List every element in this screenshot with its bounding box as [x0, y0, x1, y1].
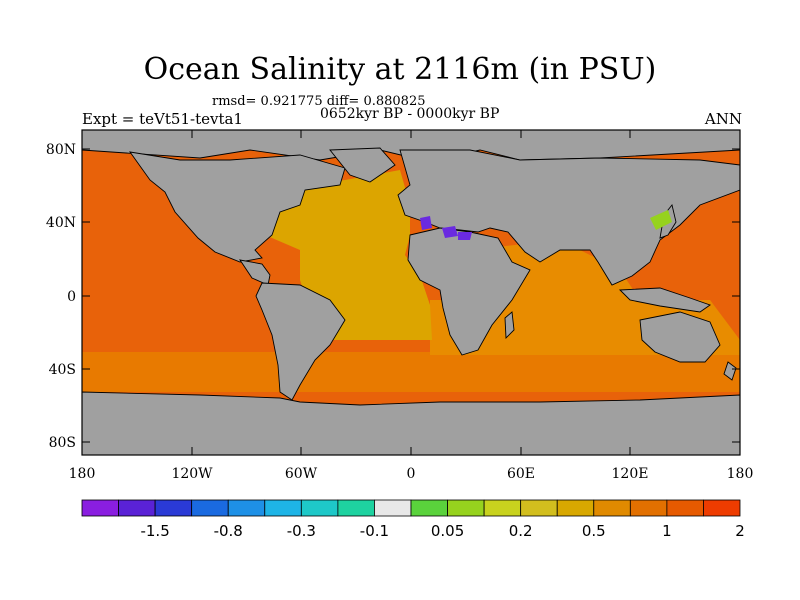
- map-area: [82, 130, 740, 455]
- colorbar-box: [227, 499, 266, 517]
- colorbar-box: [520, 499, 558, 517]
- se-asia-islands: [618, 287, 711, 313]
- colorbar-box: [703, 499, 741, 517]
- colorbar-box: [629, 499, 668, 517]
- colorbar-label: 2: [735, 522, 745, 540]
- colorbar-label: 0.5: [582, 522, 606, 540]
- lon-label: 60W: [285, 466, 318, 482]
- colorbar-box: [118, 499, 156, 517]
- colorbar-box: [300, 499, 339, 517]
- lat-label: 40N: [46, 215, 76, 231]
- colorbar-box: [81, 499, 119, 517]
- lon-label: 0: [407, 466, 416, 482]
- southern-ocean-band: [82, 352, 740, 392]
- colorbar-box: [264, 499, 302, 517]
- africa: [407, 227, 531, 356]
- colorbar-box: [410, 499, 448, 517]
- colorbar-box: [483, 499, 522, 517]
- lon-label: 180: [727, 466, 754, 482]
- colorbar-label: 1: [662, 522, 672, 540]
- lon-label: 120W: [171, 466, 213, 482]
- colorbar-labels: -1.5 -0.8 -0.3 -0.1 0.05 0.2 0.5 1 2: [140, 522, 744, 540]
- land-masses: [82, 130, 740, 455]
- latitude-labels: 80N 40N 0 40S 80S: [46, 142, 76, 451]
- antarctica: [82, 391, 740, 455]
- lon-label: 180: [69, 466, 96, 482]
- axis-ticks: [81, 130, 741, 455]
- lat-label: 80S: [49, 435, 76, 451]
- eurasia: [397, 149, 740, 286]
- madagascar: [504, 311, 515, 340]
- central-america: [239, 259, 271, 286]
- colorbar: [81, 499, 741, 517]
- colorbar-box: [556, 499, 595, 517]
- colorbar-box: [666, 499, 704, 517]
- experiment-label: Expt = teVt51-tevta1: [82, 110, 243, 128]
- lat-label: 0: [67, 289, 76, 305]
- longitude-labels: 180 120W 60W 0 60E 120E 180: [69, 466, 754, 482]
- colorbar-label: 0.05: [431, 522, 464, 540]
- positive-anomaly-patch: [650, 210, 672, 230]
- australia: [639, 311, 721, 363]
- colorbar-box: [374, 499, 412, 517]
- colorbar-label: -0.3: [287, 522, 316, 540]
- negative-anomaly-patches: [420, 216, 472, 240]
- colorbar-label: -1.5: [140, 522, 169, 540]
- colorbar-box: [154, 499, 193, 517]
- plot-title: Ocean Salinity at 2116m (in PSU): [143, 52, 657, 87]
- colorbar-label: 0.2: [509, 522, 533, 540]
- lon-label: 120E: [612, 466, 649, 482]
- time-range-subtitle: 0652kyr BP - 0000kyr BP: [320, 106, 500, 122]
- lat-label: 40S: [49, 362, 76, 378]
- greenland: [329, 147, 396, 183]
- new-zealand: [723, 361, 737, 381]
- season-label: ANN: [704, 110, 742, 128]
- lat-label: 80N: [46, 142, 76, 158]
- colorbar-box: [593, 499, 631, 517]
- colorbar-label: -0.8: [214, 522, 243, 540]
- south-america: [255, 282, 346, 401]
- colorbar-box: [337, 499, 375, 517]
- colorbar-label: -0.1: [360, 522, 389, 540]
- north-america: [129, 151, 346, 263]
- colorbar-box: [447, 499, 485, 517]
- lon-label: 60E: [507, 466, 535, 482]
- stats-subtitle: rmsd= 0.921775 diff= 0.880825: [212, 94, 426, 109]
- colorbar-box: [191, 499, 229, 517]
